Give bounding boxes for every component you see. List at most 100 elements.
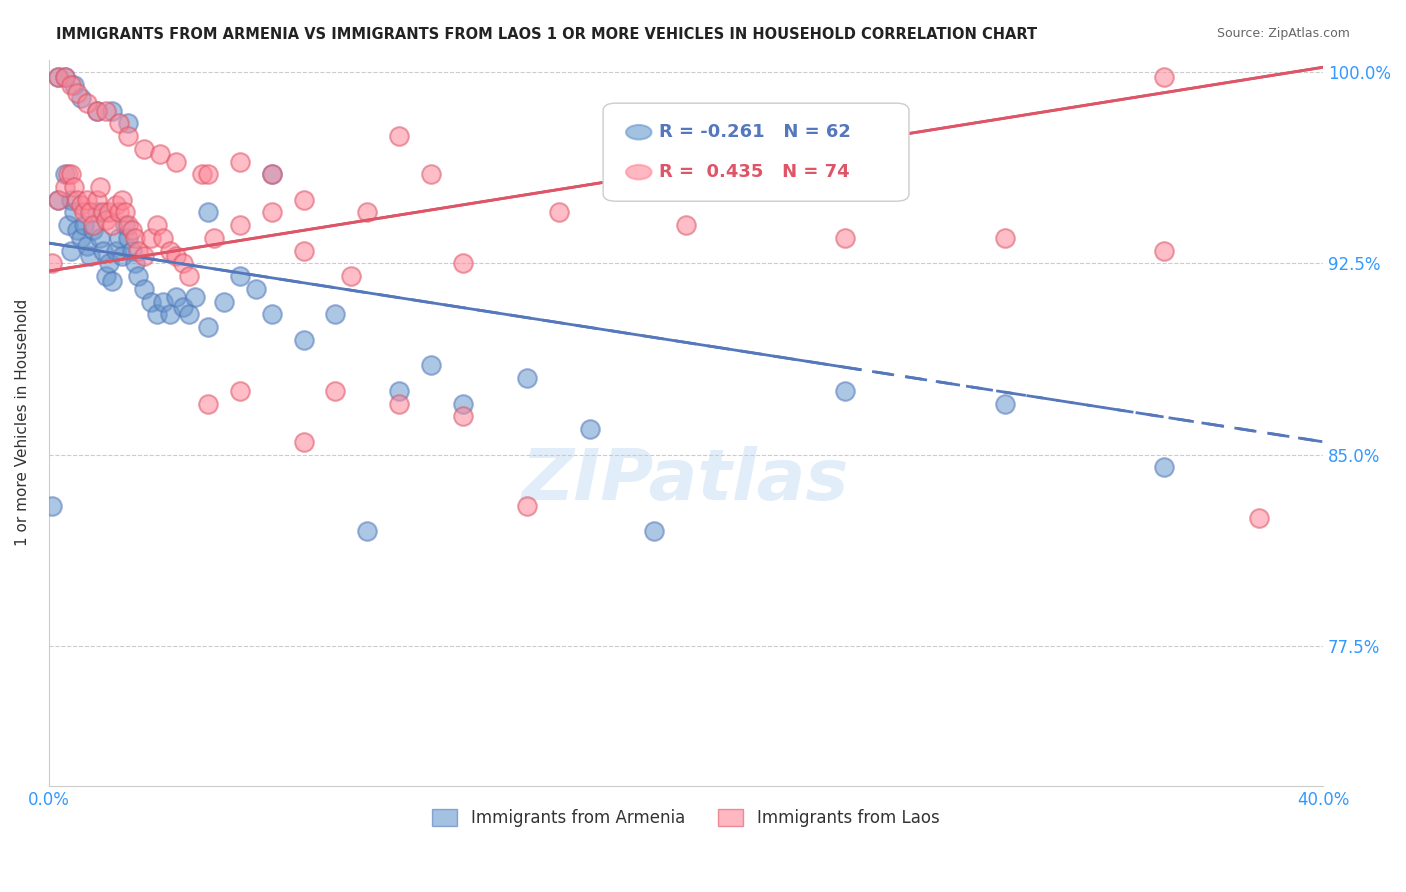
Point	[101, 274, 124, 288]
Point	[643, 524, 665, 538]
Point	[139, 231, 162, 245]
FancyBboxPatch shape	[603, 103, 908, 202]
Point	[121, 223, 143, 237]
Point	[292, 193, 315, 207]
Point	[149, 147, 172, 161]
Point	[245, 282, 267, 296]
Point	[292, 333, 315, 347]
Point	[76, 95, 98, 110]
Text: Source: ZipAtlas.com: Source: ZipAtlas.com	[1216, 27, 1350, 40]
Point	[108, 205, 131, 219]
Point	[675, 218, 697, 232]
Point	[152, 294, 174, 309]
Point	[834, 384, 856, 398]
Y-axis label: 1 or more Vehicles in Household: 1 or more Vehicles in Household	[15, 299, 30, 546]
Point	[127, 244, 149, 258]
Point	[197, 320, 219, 334]
Point	[190, 167, 212, 181]
Point	[516, 371, 538, 385]
Point	[66, 193, 89, 207]
Point	[124, 256, 146, 270]
Point	[73, 205, 96, 219]
Point	[41, 256, 63, 270]
Point	[159, 244, 181, 258]
Point	[134, 249, 156, 263]
Point	[229, 269, 252, 284]
Point	[356, 205, 378, 219]
Point	[172, 300, 194, 314]
Point	[111, 249, 134, 263]
Legend: Immigrants from Armenia, Immigrants from Laos: Immigrants from Armenia, Immigrants from…	[425, 801, 948, 836]
Point	[579, 422, 602, 436]
Point	[46, 193, 69, 207]
Point	[197, 167, 219, 181]
Point	[993, 396, 1015, 410]
Point	[340, 269, 363, 284]
Point	[1153, 460, 1175, 475]
Point	[292, 244, 315, 258]
Point	[165, 154, 187, 169]
Point	[325, 384, 347, 398]
Point	[86, 205, 108, 219]
Point	[104, 244, 127, 258]
Point	[356, 524, 378, 538]
Point	[229, 154, 252, 169]
Point	[172, 256, 194, 270]
Point	[146, 218, 169, 232]
Point	[69, 198, 91, 212]
Point	[165, 289, 187, 303]
Point	[94, 213, 117, 227]
Point	[94, 269, 117, 284]
Point	[146, 307, 169, 321]
Circle shape	[626, 125, 651, 139]
Text: IMMIGRANTS FROM ARMENIA VS IMMIGRANTS FROM LAOS 1 OR MORE VEHICLES IN HOUSEHOLD : IMMIGRANTS FROM ARMENIA VS IMMIGRANTS FR…	[56, 27, 1038, 42]
Point	[82, 223, 104, 237]
Point	[63, 78, 86, 92]
Point	[104, 198, 127, 212]
Point	[229, 218, 252, 232]
Point	[69, 231, 91, 245]
Point	[229, 384, 252, 398]
Point	[260, 167, 283, 181]
Point	[46, 70, 69, 85]
Point	[117, 129, 139, 144]
Point	[91, 205, 114, 219]
Point	[98, 205, 121, 219]
Point	[993, 231, 1015, 245]
Point	[134, 142, 156, 156]
Point	[420, 167, 443, 181]
Point	[292, 434, 315, 449]
Point	[46, 70, 69, 85]
Point	[79, 249, 101, 263]
Point	[516, 499, 538, 513]
Point	[98, 256, 121, 270]
Point	[451, 409, 474, 424]
Text: R = -0.261   N = 62: R = -0.261 N = 62	[659, 123, 851, 141]
Point	[66, 223, 89, 237]
Point	[91, 244, 114, 258]
Point	[82, 218, 104, 232]
Point	[86, 193, 108, 207]
Point	[139, 294, 162, 309]
Point	[53, 167, 76, 181]
Point	[53, 70, 76, 85]
Text: R =  0.435   N = 74: R = 0.435 N = 74	[659, 163, 849, 181]
Point	[60, 244, 83, 258]
Point	[60, 78, 83, 92]
Point	[212, 294, 235, 309]
Point	[260, 167, 283, 181]
Point	[76, 193, 98, 207]
Point	[73, 218, 96, 232]
Point	[451, 396, 474, 410]
Point	[134, 282, 156, 296]
Point	[76, 238, 98, 252]
Point	[834, 231, 856, 245]
Point	[388, 384, 411, 398]
Point	[101, 103, 124, 118]
Point	[111, 193, 134, 207]
Point	[108, 116, 131, 130]
Point	[94, 103, 117, 118]
Point	[420, 359, 443, 373]
Point	[86, 103, 108, 118]
Point	[177, 269, 200, 284]
